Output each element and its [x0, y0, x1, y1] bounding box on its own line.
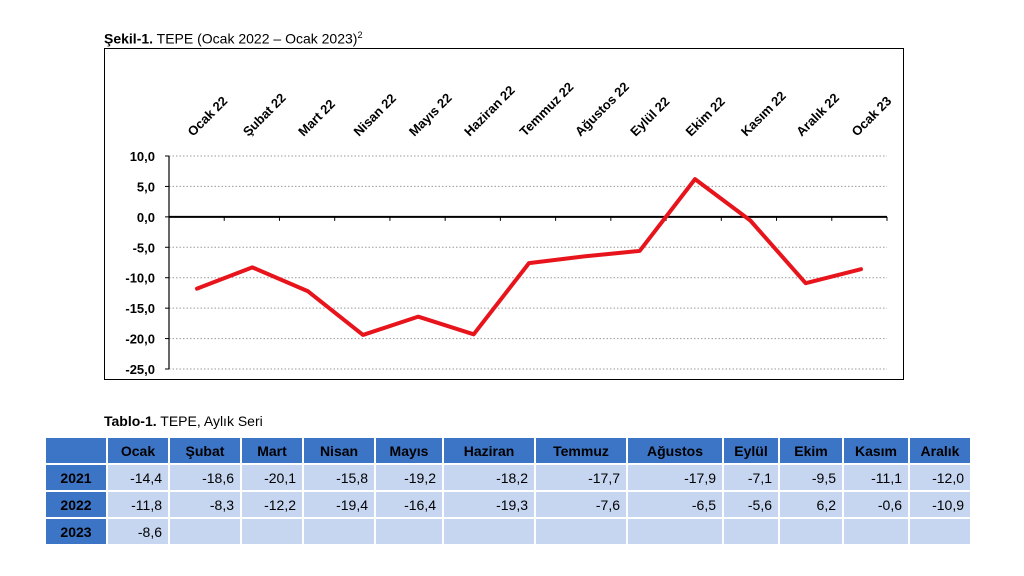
- table-header-cell: Haziran: [444, 438, 534, 463]
- table-value-cell: -12,2: [242, 492, 302, 517]
- table-header-cell: Ekim: [780, 438, 842, 463]
- table-row: 2023 -8,6: [46, 519, 970, 544]
- x-category-label: Şubat 22: [240, 90, 289, 139]
- table-value-cell: [628, 519, 722, 544]
- table-header-cell: Mart: [242, 438, 302, 463]
- table-value-cell: -15,8: [304, 465, 374, 490]
- x-category-label: Ağustos 22: [572, 79, 632, 139]
- x-category-label: Aralık 22: [793, 90, 842, 139]
- table-value-cell: -19,3: [444, 492, 534, 517]
- table-value-cell: -10,9: [910, 492, 970, 517]
- table-value-cell: -18,2: [444, 465, 534, 490]
- table-value-cell: -20,1: [242, 465, 302, 490]
- table-year-cell: 2021: [46, 465, 106, 490]
- table-year-cell: 2023: [46, 519, 106, 544]
- table-year-cell: 2022: [46, 492, 106, 517]
- table-value-cell: -11,8: [108, 492, 168, 517]
- table-value-cell: [780, 519, 842, 544]
- table-value-cell: [170, 519, 240, 544]
- x-category-label: Mayıs 22: [406, 90, 455, 139]
- table-value-cell: -7,6: [536, 492, 626, 517]
- x-category-label: Ocak 22: [185, 93, 231, 139]
- x-category-label: Ekim 22: [683, 94, 728, 139]
- table-value-cell: -17,9: [628, 465, 722, 490]
- chart-frame: 10,0 5,0 0,0 -5,0 -10,0 -15,0 -20,0 -25,0 Ocak 2…: [104, 48, 904, 380]
- table-value-cell: -16,4: [376, 492, 442, 517]
- table-value-cell: -8,6: [108, 519, 168, 544]
- table-value-cell: -7,1: [724, 465, 778, 490]
- table-corner-cell: [46, 438, 106, 463]
- table-value-cell: [444, 519, 534, 544]
- y-tick-label: -10,0: [125, 271, 155, 286]
- y-tick-label: 5,0: [137, 179, 155, 194]
- series-line: [195, 177, 863, 337]
- x-category-label: Eylül 22: [627, 94, 672, 139]
- table-header-cell: Nisan: [304, 438, 374, 463]
- table-value-cell: -18,6: [170, 465, 240, 490]
- y-tick-label: 10,0: [130, 149, 155, 164]
- table-value-cell: -14,4: [108, 465, 168, 490]
- table-header-cell: Ocak: [108, 438, 168, 463]
- table-value-cell: -11,1: [844, 465, 908, 490]
- table-value-cell: [910, 519, 970, 544]
- table-value-cell: -17,7: [536, 465, 626, 490]
- y-tick-label: 0,0: [137, 210, 155, 225]
- x-category-label: Haziran 22: [461, 83, 518, 140]
- table-value-cell: [304, 519, 374, 544]
- y-tick-label: -5,0: [133, 240, 155, 255]
- figure-title-text: TEPE (Ocak 2022 – Ocak 2023): [156, 30, 358, 47]
- y-tick-label: -20,0: [125, 332, 155, 347]
- x-category-label: Nisan 22: [351, 91, 399, 139]
- table-value-cell: -19,2: [376, 465, 442, 490]
- y-tick-label: -25,0: [125, 362, 155, 377]
- table-value-cell: [844, 519, 908, 544]
- table-value-cell: -0,6: [844, 492, 908, 517]
- table-header-cell: Temmuz: [536, 438, 626, 463]
- table-value-cell: [536, 519, 626, 544]
- table-value-cell: -12,0: [910, 465, 970, 490]
- table-header-cell: Mayıs: [376, 438, 442, 463]
- table-title: Tablo-1. TEPE, Aylık Seri: [104, 413, 263, 429]
- table-value-cell: [242, 519, 302, 544]
- table-value-cell: 6,2: [780, 492, 842, 517]
- table-header-cell: Şubat: [170, 438, 240, 463]
- figure-title-footnote: 2: [357, 30, 363, 40]
- table-value-cell: -9,5: [780, 465, 842, 490]
- y-tick-label: -15,0: [125, 301, 155, 316]
- table-value-cell: -8,3: [170, 492, 240, 517]
- x-category-label: Kasım 22: [738, 88, 789, 139]
- table-row: 2022 -11,8 -8,3 -12,2 -19,4 -16,4 -19,3 -7,6 -6,…: [46, 492, 970, 517]
- table-value-cell: -19,4: [304, 492, 374, 517]
- table-header-cell: Aralık: [910, 438, 970, 463]
- figure-title-bold: Şekil-1.: [104, 30, 154, 47]
- line-chart: 10,0 5,0 0,0 -5,0 -10,0 -15,0 -20,0 -25,0 Ocak 2…: [125, 79, 895, 377]
- table-header-row: Ocak Şubat Mart Nisan Mayıs Haziran Temmuz Ağus…: [46, 438, 970, 463]
- table-title-text: TEPE, Aylık Seri: [160, 413, 263, 429]
- table-value-cell: -6,5: [628, 492, 722, 517]
- table-header-cell: Ağustos: [628, 438, 722, 463]
- table-value-cell: -5,6: [724, 492, 778, 517]
- table-value-cell: [724, 519, 778, 544]
- x-category-label: Ocak 23: [849, 93, 895, 139]
- x-category-label: Mart 22: [295, 96, 338, 139]
- table-header-cell: Eylül: [724, 438, 778, 463]
- table-value-cell: [376, 519, 442, 544]
- monthly-series-table: Ocak Şubat Mart Nisan Mayıs Haziran Temmuz Ağus…: [44, 436, 972, 546]
- table-title-bold: Tablo-1.: [104, 413, 157, 429]
- table-row: 2021 -14,4 -18,6 -20,1 -15,8 -19,2 -18,2 -17,7-…: [46, 465, 970, 490]
- x-category-label: Temmuz 22: [517, 79, 577, 139]
- figure-title: Şekil-1. TEPE (Ocak 2022 – Ocak 2023)2: [104, 30, 362, 47]
- table-header-cell: Kasım: [844, 438, 908, 463]
